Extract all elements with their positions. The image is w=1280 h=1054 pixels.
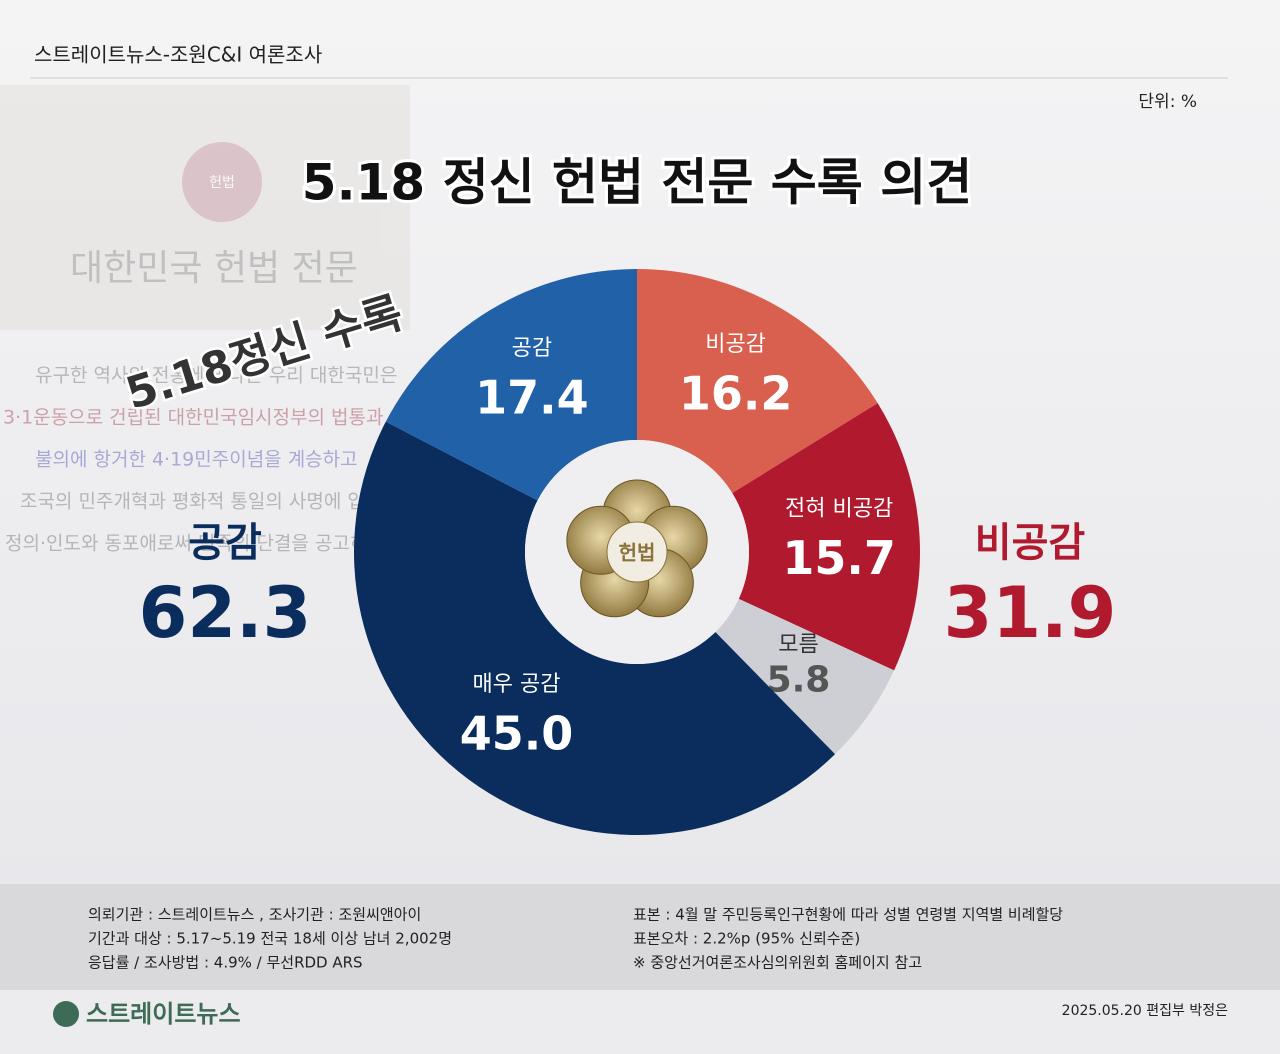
document-line: 정의·인도와 동포애로써 민족의 단결을 공고히 하고	[5, 533, 408, 555]
slice-name: 전혀 비공감	[785, 497, 893, 522]
summary-label: 공감	[188, 520, 262, 566]
footer-left-line: 의뢰기관 : 스트레이트뉴스 , 조사기관 : 조원씨앤아이	[88, 906, 421, 924]
footer-left-line: 응답률 / 조사방법 : 4.9% / 무선RDD ARS	[88, 954, 363, 972]
document-line: 조국의 민주개혁과 평화적 통일의 사명에 입각하여	[20, 491, 417, 513]
logo: 스트레이트뉴스	[86, 1000, 241, 1028]
slice-value: 5.8	[767, 660, 831, 701]
footer-right-line: ※ 중앙선거여론조사심의위원회 홈페이지 참고	[633, 954, 922, 972]
footer-band	[0, 884, 1280, 990]
document-backdrop: 헌법 대한민국 헌법 전문 유구한 역사와 전통에 빛나는 우리 대한국민은 3·…	[0, 85, 417, 555]
slice-name: 모름	[778, 633, 818, 658]
footer-right-line: 표본오차 : 2.2%p (95% 신뢰수준)	[633, 930, 860, 948]
donut-slice	[354, 421, 836, 835]
center-label: 헌법	[619, 541, 656, 565]
emblem	[182, 142, 262, 222]
footer-right-line: 표본 : 4월 말 주민등록인구현황에 따라 성별 연령별 지역별 비례할당	[633, 906, 1063, 924]
slice-name: 공감	[512, 336, 552, 361]
donut-slice	[385, 269, 637, 501]
slice-value: 45.0	[460, 706, 574, 760]
slice-name: 비공감	[705, 332, 766, 357]
slice-value: 17.4	[475, 370, 589, 424]
donut-slice	[715, 598, 895, 755]
emblem-text: 헌법	[209, 175, 235, 191]
document-line: 유구한 역사와 전통에 빛나는 우리 대한국민은	[35, 365, 397, 387]
document-line: 불의에 항거한 4·19민주이념을 계승하고	[35, 449, 358, 471]
source: 스트레이트뉴스-조원C&I 여론조사	[34, 43, 322, 67]
slice-value: 15.7	[782, 531, 896, 585]
emblem-core	[606, 521, 668, 583]
footer-bottom	[0, 990, 1280, 1054]
summary-value: 31.9	[944, 572, 1117, 654]
logo-icon	[53, 1001, 79, 1027]
donut-slice	[637, 269, 878, 494]
document-title: 대한민국 헌법 전문	[70, 248, 358, 289]
document-line: 3·1운동으로 건립된 대한민국임시정부의 법통과	[3, 407, 383, 429]
unit: 단위: %	[1138, 92, 1197, 112]
summary-label: 비공감	[975, 520, 1086, 566]
chart-title: 5.18 정신 헌법 전문 수록 의견	[302, 154, 972, 212]
slice-value: 16.2	[679, 367, 793, 421]
credit: 2025.05.20 편집부 박정은	[1062, 1003, 1228, 1019]
footer-left-line: 기간과 대상 : 5.17~5.19 전국 18세 이상 남녀 2,002명	[88, 930, 452, 948]
donut-slice	[732, 403, 921, 671]
summary-value: 62.3	[139, 572, 312, 654]
slice-name: 매우 공감	[473, 672, 561, 697]
